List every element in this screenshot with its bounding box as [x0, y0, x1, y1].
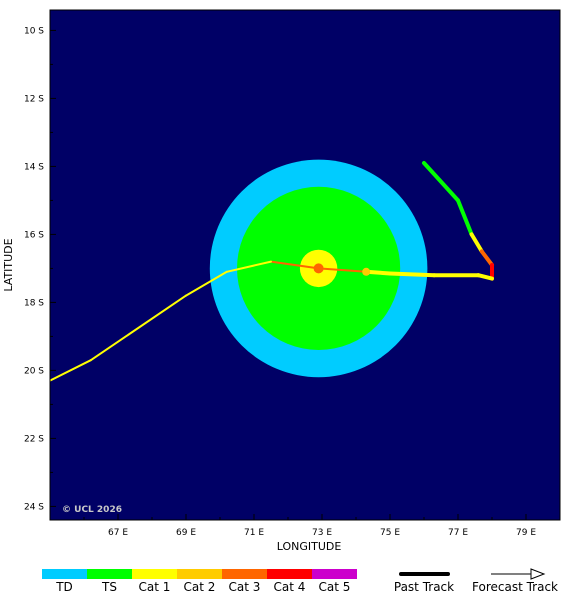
- legend-label-cat5: Cat 5: [319, 580, 351, 594]
- copyright-text: © UCL 2026: [62, 505, 122, 515]
- lat-tick-label: 16 S: [24, 230, 44, 240]
- map-frame: [49, 9, 561, 521]
- x-axis-title: LONGITUDE: [277, 540, 342, 553]
- forecast-track-segment: [225, 260, 272, 273]
- legend-swatch-ts: [87, 569, 132, 579]
- legend-swatch-cat1: [132, 569, 177, 579]
- lon-tick-label: 69 E: [176, 528, 196, 538]
- legend-swatch-cat4: [267, 569, 312, 579]
- lat-tick-label: 20 S: [24, 366, 44, 376]
- lat-tick-label: 18 S: [24, 298, 44, 308]
- legend-label-cat3: Cat 3: [229, 580, 261, 594]
- legend-label-cat1: Cat 1: [139, 580, 171, 594]
- past-track-segment: [422, 161, 460, 203]
- category-legend: TD TS Cat 1 Cat 2 Cat 3 Cat 4 Cat 5: [42, 569, 357, 594]
- lat-tick-label: 12 S: [24, 94, 44, 104]
- past-track-label: Past Track: [394, 580, 454, 594]
- legend-label-cat4: Cat 4: [274, 580, 306, 594]
- forecast-track-segment: [270, 260, 320, 270]
- legend-swatch-cat2: [177, 569, 222, 579]
- legend-label-ts: TS: [101, 580, 117, 594]
- past-track-segment: [469, 232, 484, 254]
- legend-swatch-cat5: [312, 569, 357, 579]
- current-position-marker: [362, 267, 371, 276]
- past-track-legend: Past Track: [394, 572, 454, 594]
- lon-tick-label: 67 E: [108, 528, 128, 538]
- legend-label-cat2: Cat 2: [184, 580, 216, 594]
- forecast-track-segment: [317, 267, 368, 273]
- lon-tick-label: 79 E: [516, 528, 536, 538]
- legend-swatch-cat3: [222, 569, 267, 579]
- lon-tick-label: 71 E: [244, 528, 264, 538]
- forecast-track-segment: [89, 294, 187, 362]
- lon-tick-label: 73 E: [312, 528, 332, 538]
- storm-center-marker: [313, 263, 324, 274]
- forecast-track-segment: [50, 359, 92, 382]
- past-track-segment: [456, 198, 474, 237]
- forecast-track-legend: Forecast Track: [472, 568, 558, 594]
- lat-tick-label: 14 S: [24, 162, 44, 172]
- lon-tick-label: 75 E: [380, 528, 400, 538]
- past-track-segment: [388, 271, 437, 278]
- lat-tick-label: 10 S: [24, 26, 44, 36]
- legend-swatch-td: [42, 569, 87, 579]
- forecast-arrow-icon: [530, 568, 546, 580]
- past-track-segment: [476, 273, 494, 281]
- forecast-track-segment: [185, 270, 228, 297]
- forecast-track-label: Forecast Track: [472, 580, 558, 594]
- y-axis-title: LATITUDE: [2, 238, 15, 291]
- lat-tick-label: 22 S: [24, 434, 44, 444]
- legend-label-td: TD: [55, 580, 73, 594]
- lat-tick-label: 24 S: [24, 502, 44, 512]
- lon-tick-label: 77 E: [448, 528, 468, 538]
- past-track-segment: [479, 249, 494, 267]
